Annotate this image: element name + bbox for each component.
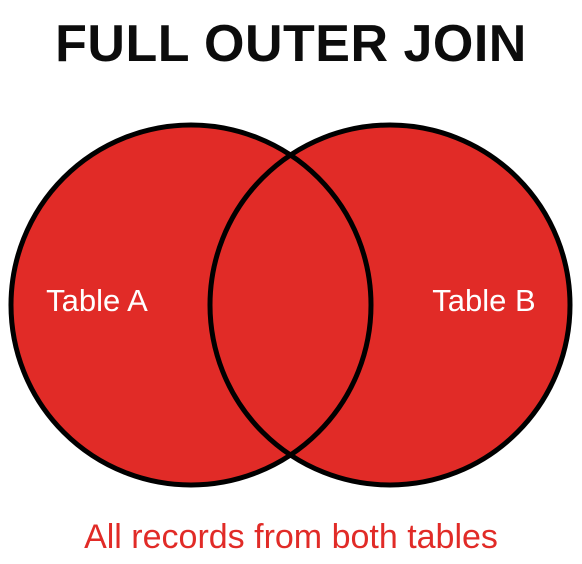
table-b-circle	[210, 125, 570, 485]
table-a-outline	[8, 122, 374, 488]
table-b-outline	[207, 122, 573, 488]
table-a-label: Table A	[46, 283, 148, 318]
caption: All records from both tables	[84, 518, 498, 556]
page-title: FULL OUTER JOIN	[55, 15, 527, 73]
table-b-label: Table B	[432, 283, 535, 318]
